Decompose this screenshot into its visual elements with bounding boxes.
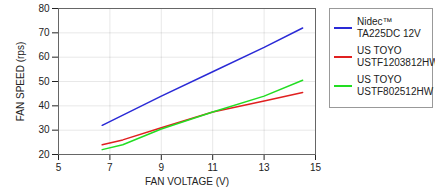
svg-text:7: 7: [107, 162, 113, 173]
svg-text:15: 15: [310, 162, 322, 173]
svg-text:40: 40: [38, 100, 50, 111]
svg-text:70: 70: [38, 27, 50, 38]
svg-text:30: 30: [38, 124, 50, 135]
html-text:US TOYO USTF802512HW: US TOYO USTF802512HW: [357, 74, 434, 97]
svg-text:FAN SPEED (rps): FAN SPEED (rps): [15, 42, 26, 121]
html-text:Nidec™ TA225DC 12V: Nidec™ TA225DC 12V: [357, 16, 421, 39]
svg-text:9: 9: [159, 162, 165, 173]
svg-text:50: 50: [38, 76, 50, 87]
svg-text:FAN VOLTAGE (V): FAN VOLTAGE (V): [145, 176, 229, 187]
svg-text:80: 80: [38, 3, 50, 14]
svg-text:60: 60: [38, 51, 50, 62]
svg-text:20: 20: [38, 149, 50, 160]
svg-text:5: 5: [56, 162, 62, 173]
svg-text:13: 13: [259, 162, 271, 173]
svg-text:11: 11: [208, 162, 219, 173]
